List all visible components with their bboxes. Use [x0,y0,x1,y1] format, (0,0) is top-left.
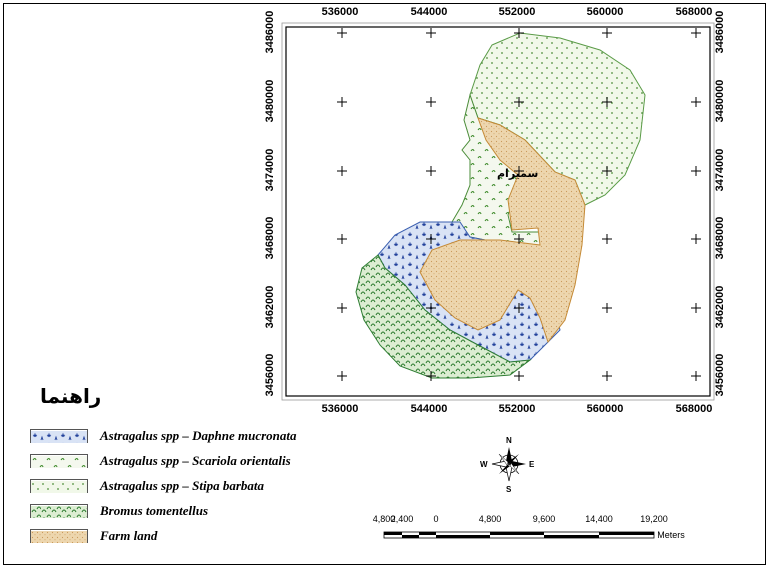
y-tick-label-right: 3474000 [714,148,726,192]
x-tick-label-bottom: 560000 [586,403,624,415]
legend-label: Farm land [100,528,158,543]
x-tick-label-bottom: 552000 [498,403,536,415]
legend-swatch [30,454,88,468]
x-tick-label-bottom: 544000 [410,403,448,415]
legend-item: Astragalus spp – Scariola orientalis [30,452,291,470]
x-tick-label-top: 560000 [586,6,624,18]
legend-item: Astragalus spp – Stipa barbata [30,477,264,495]
legend-label: Bromus tomentellus [100,503,208,518]
y-tick-label-left: 3456000 [264,353,276,397]
y-tick-label-right: 3480000 [714,79,726,123]
y-tick-label-right: 3462000 [714,285,726,329]
legend-label: Astragalus spp – Daphne mucronata [100,428,297,443]
compass-w: W [480,460,488,469]
y-tick-label-left: 3462000 [264,285,276,329]
legend-swatch [30,504,88,518]
legend-swatch [30,429,88,443]
legend-title: راهنما [40,384,102,408]
legend-item: Bromus tomentellus [30,502,208,520]
legend-label: Astragalus spp – Scariola orientalis [100,453,291,468]
x-tick-label-top: 536000 [321,6,359,18]
map-neatline-outer [281,22,715,401]
compass-e: E [529,460,535,469]
x-tick-label-top: 552000 [498,6,536,18]
scale-bar-label: 0 [433,514,439,524]
scale-bar-label: 14,400 [585,514,613,524]
scale-bar-label: 4,800 [478,514,502,524]
map-frame [3,3,766,565]
y-tick-label-left: 3480000 [264,79,276,123]
scale-bar-label: 2,400 [390,514,414,524]
compass-s: S [506,485,512,494]
scale-unit: Meters [657,530,685,540]
x-tick-label-bottom: 568000 [675,403,713,415]
legend-swatch [30,529,88,543]
legend-item: Astragalus spp – Daphne mucronata [30,427,297,445]
legend-item: Farm land [30,527,157,545]
map-neatline [285,26,711,397]
y-tick-label-right: 3456000 [714,353,726,397]
scale-bar-label: 9,600 [532,514,556,524]
zone-farm-land [419,117,586,344]
compass-n: N [506,436,512,445]
scale-bar-label: 4,800 [372,514,396,524]
y-tick-label-left: 3486000 [264,10,276,54]
scale-bar-label: 19,200 [640,514,668,524]
north-arrow-icon [491,447,526,482]
y-tick-label-left: 3468000 [264,216,276,260]
y-tick-label-left: 3474000 [264,148,276,192]
y-tick-label-right: 3468000 [714,216,726,260]
x-tick-label-top: 568000 [675,6,713,18]
legend-label: Astragalus spp – Stipa barbata [100,478,264,493]
x-tick-label-bottom: 536000 [321,403,359,415]
x-tick-label-top: 544000 [410,6,448,18]
zone-bromus-tomentellus [355,254,532,379]
y-tick-label-right: 3486000 [714,10,726,54]
legend-swatch [30,479,88,493]
grid-crosses [337,28,701,381]
scale-bar [383,531,655,539]
town-label: سمیرام [497,167,539,180]
